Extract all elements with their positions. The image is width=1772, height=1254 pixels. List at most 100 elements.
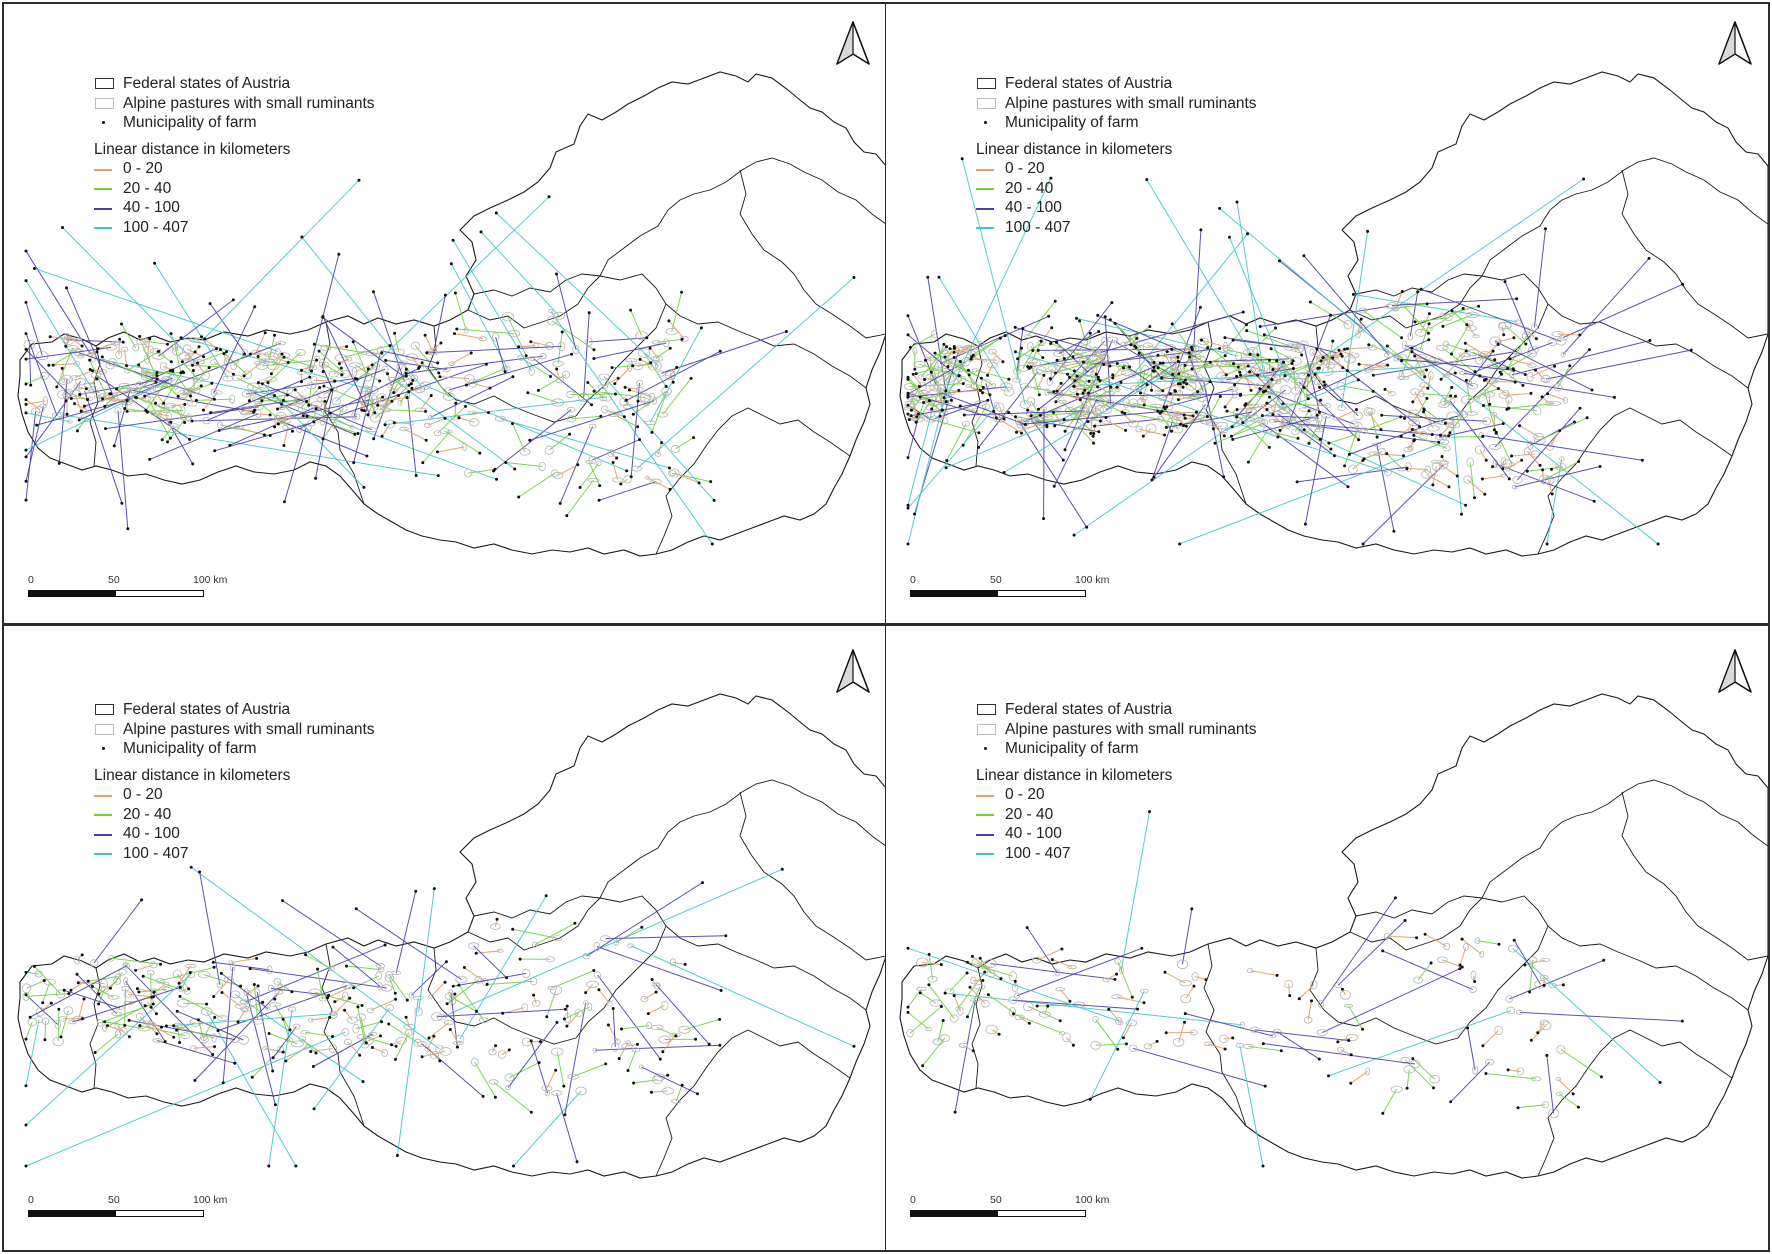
- alpine-pasture: [455, 1034, 465, 1044]
- municipality-point: [1357, 438, 1361, 442]
- municipality-point: [587, 311, 591, 315]
- alpine-pasture: [287, 1006, 297, 1012]
- distance-line: [454, 292, 467, 331]
- alpine-pasture: [546, 315, 558, 326]
- distance-line: [1035, 420, 1099, 433]
- alpine-pasture: [1556, 1045, 1566, 1054]
- alpine-pasture: [1269, 1033, 1277, 1039]
- alpine-pasture: [1463, 475, 1472, 484]
- municipality-point: [1072, 369, 1076, 373]
- alpine-pasture: [918, 374, 925, 380]
- austria-map: [899, 71, 1768, 557]
- alpine-pasture: [1142, 342, 1153, 348]
- distance-line: [179, 995, 223, 1019]
- distance-line: [72, 986, 181, 1023]
- municipality-point: [536, 388, 540, 392]
- distance-line: [1088, 393, 1241, 397]
- distance-line: [406, 355, 544, 374]
- distance-line: [1364, 416, 1401, 432]
- municipality-point: [930, 407, 934, 411]
- distance-line: [1472, 352, 1526, 375]
- alpine-pasture: [123, 962, 131, 969]
- scale-bar-light-segment: [116, 1211, 203, 1216]
- municipality-point: [537, 1061, 541, 1065]
- alpine-pasture: [544, 445, 554, 455]
- municipality-point: [209, 411, 213, 415]
- municipality-point: [75, 429, 79, 433]
- alpine-pasture: [1533, 432, 1544, 441]
- distance-line: [29, 965, 127, 1018]
- distance-line: [961, 158, 1026, 405]
- municipality-point: [1190, 907, 1194, 911]
- municipality-point: [379, 1034, 382, 1038]
- municipality-point: [172, 1024, 176, 1028]
- alpine-pasture: [275, 341, 287, 346]
- municipality-point: [1315, 413, 1319, 417]
- distance-line: [1517, 1104, 1546, 1109]
- alpine-pasture: [1260, 418, 1269, 427]
- distance-line: [1492, 365, 1514, 370]
- municipality-point: [256, 381, 260, 385]
- municipality-point: [1140, 946, 1144, 950]
- municipality-point: [616, 376, 620, 380]
- distance-line: [454, 333, 483, 340]
- municipality-point: [1097, 330, 1101, 333]
- alpine-pasture: [547, 985, 558, 990]
- municipality-point: [617, 1057, 621, 1060]
- alpine-pasture: [376, 982, 383, 990]
- alpine-pasture: [416, 1041, 428, 1047]
- distance-line: [1450, 1061, 1490, 1103]
- scale-bar-dark-segment: [911, 1211, 998, 1216]
- municipality-point: [1054, 400, 1058, 404]
- alpine-pasture: [916, 957, 929, 968]
- alpine-pasture: [1041, 406, 1048, 411]
- municipality-point: [1239, 392, 1243, 396]
- municipality-point: [61, 226, 64, 229]
- municipality-point: [1431, 483, 1435, 487]
- municipality-point: [606, 1023, 610, 1027]
- distance-line: [192, 364, 225, 368]
- distance-line: [1094, 418, 1161, 427]
- municipality-point: [1426, 331, 1430, 335]
- distance-line: [332, 946, 381, 987]
- alpine-pasture: [71, 347, 82, 354]
- municipality-point: [365, 454, 369, 458]
- alpine-pasture: [552, 471, 564, 479]
- alpine-pasture: [985, 1024, 998, 1035]
- municipality-points: [24, 865, 856, 1168]
- alpine-pasture: [1016, 419, 1028, 429]
- distance-line: [1120, 811, 1150, 970]
- alpine-pasture: [1515, 1009, 1524, 1015]
- municipality-point: [242, 374, 246, 378]
- alpine-pasture: [1055, 347, 1064, 352]
- municipality-point: [1315, 347, 1319, 351]
- municipality-point: [1577, 460, 1581, 463]
- municipality-point: [193, 350, 197, 354]
- municipality-point: [1108, 364, 1112, 368]
- legend-states: Federal states of Austria: [976, 74, 1257, 94]
- scale-bar-dark-segment: [29, 591, 116, 596]
- municipality-point: [386, 372, 389, 376]
- distance-line: [919, 363, 960, 377]
- distance-line: [920, 992, 937, 1004]
- municipality-point: [159, 962, 162, 966]
- alpine-pasture: [223, 976, 234, 984]
- alpine-pasture: [669, 468, 680, 478]
- municipality-point: [1141, 434, 1145, 438]
- distance-line: [1108, 1009, 1122, 1024]
- alpine-pasture: [655, 361, 662, 371]
- municipality-point: [1190, 348, 1194, 352]
- municipality-point: [1228, 235, 1231, 239]
- distance-line: [945, 379, 962, 392]
- municipality-point: [394, 997, 398, 1001]
- municipality-point: [438, 1059, 442, 1063]
- municipality-point: [414, 474, 418, 477]
- alpine-pasture: [980, 378, 991, 388]
- municipality-point: [88, 368, 92, 371]
- distance-line: [124, 964, 214, 1055]
- distance-line: [1224, 393, 1236, 408]
- municipality-point: [252, 983, 256, 986]
- municipality-point: [1640, 458, 1644, 462]
- municipality-point: [1075, 392, 1079, 396]
- municipality-point: [409, 382, 413, 386]
